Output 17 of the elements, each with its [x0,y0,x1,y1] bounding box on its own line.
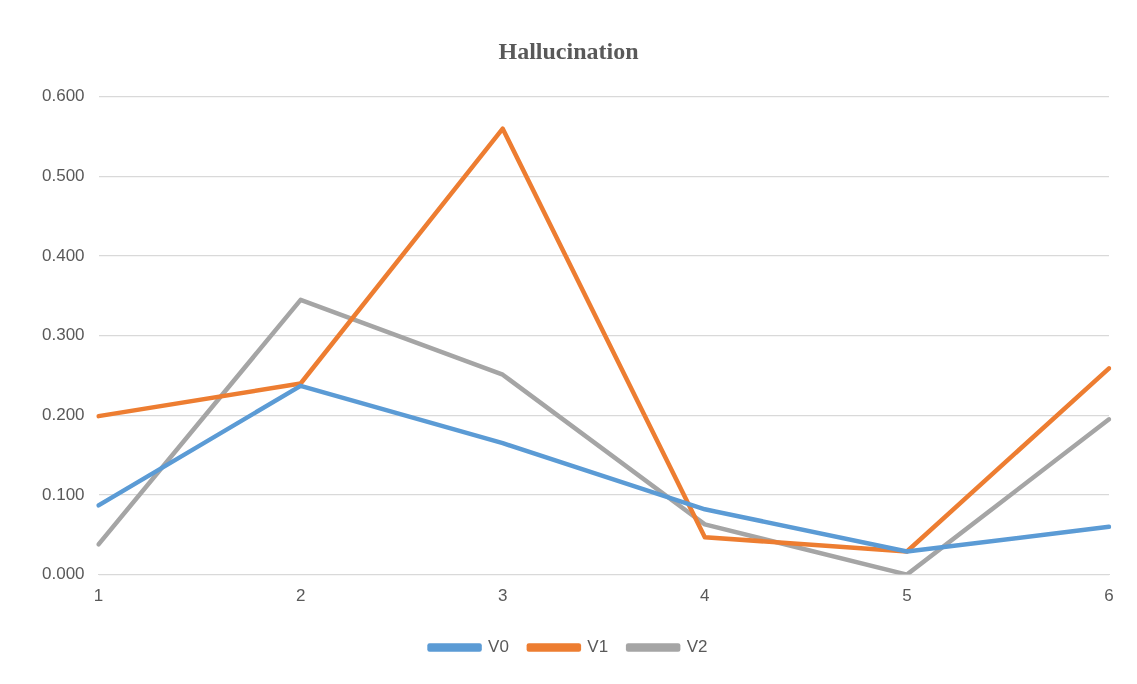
x-tick-label: 6 [1104,586,1114,606]
y-tick-label: 0.400 [41,245,85,265]
x-tick-label: 1 [93,586,104,606]
y-tick-label: 0.000 [41,564,85,584]
y-tick-label: 0.200 [41,405,85,425]
y-tick-label: 0.600 [41,86,85,106]
y-tick-label: 0.100 [41,484,85,504]
legend-label: V2 [686,637,708,657]
legend-label: V1 [587,637,609,657]
legend-label: V0 [488,637,509,657]
x-tick-label: 4 [700,586,710,606]
x-tick-label: 2 [295,586,306,606]
y-tick-label: 0.300 [41,325,85,345]
chart-title: Hallucination [498,37,639,64]
y-tick-label: 0.500 [41,166,85,186]
x-tick-label: 3 [497,586,508,606]
x-tick-label: 5 [902,586,912,606]
